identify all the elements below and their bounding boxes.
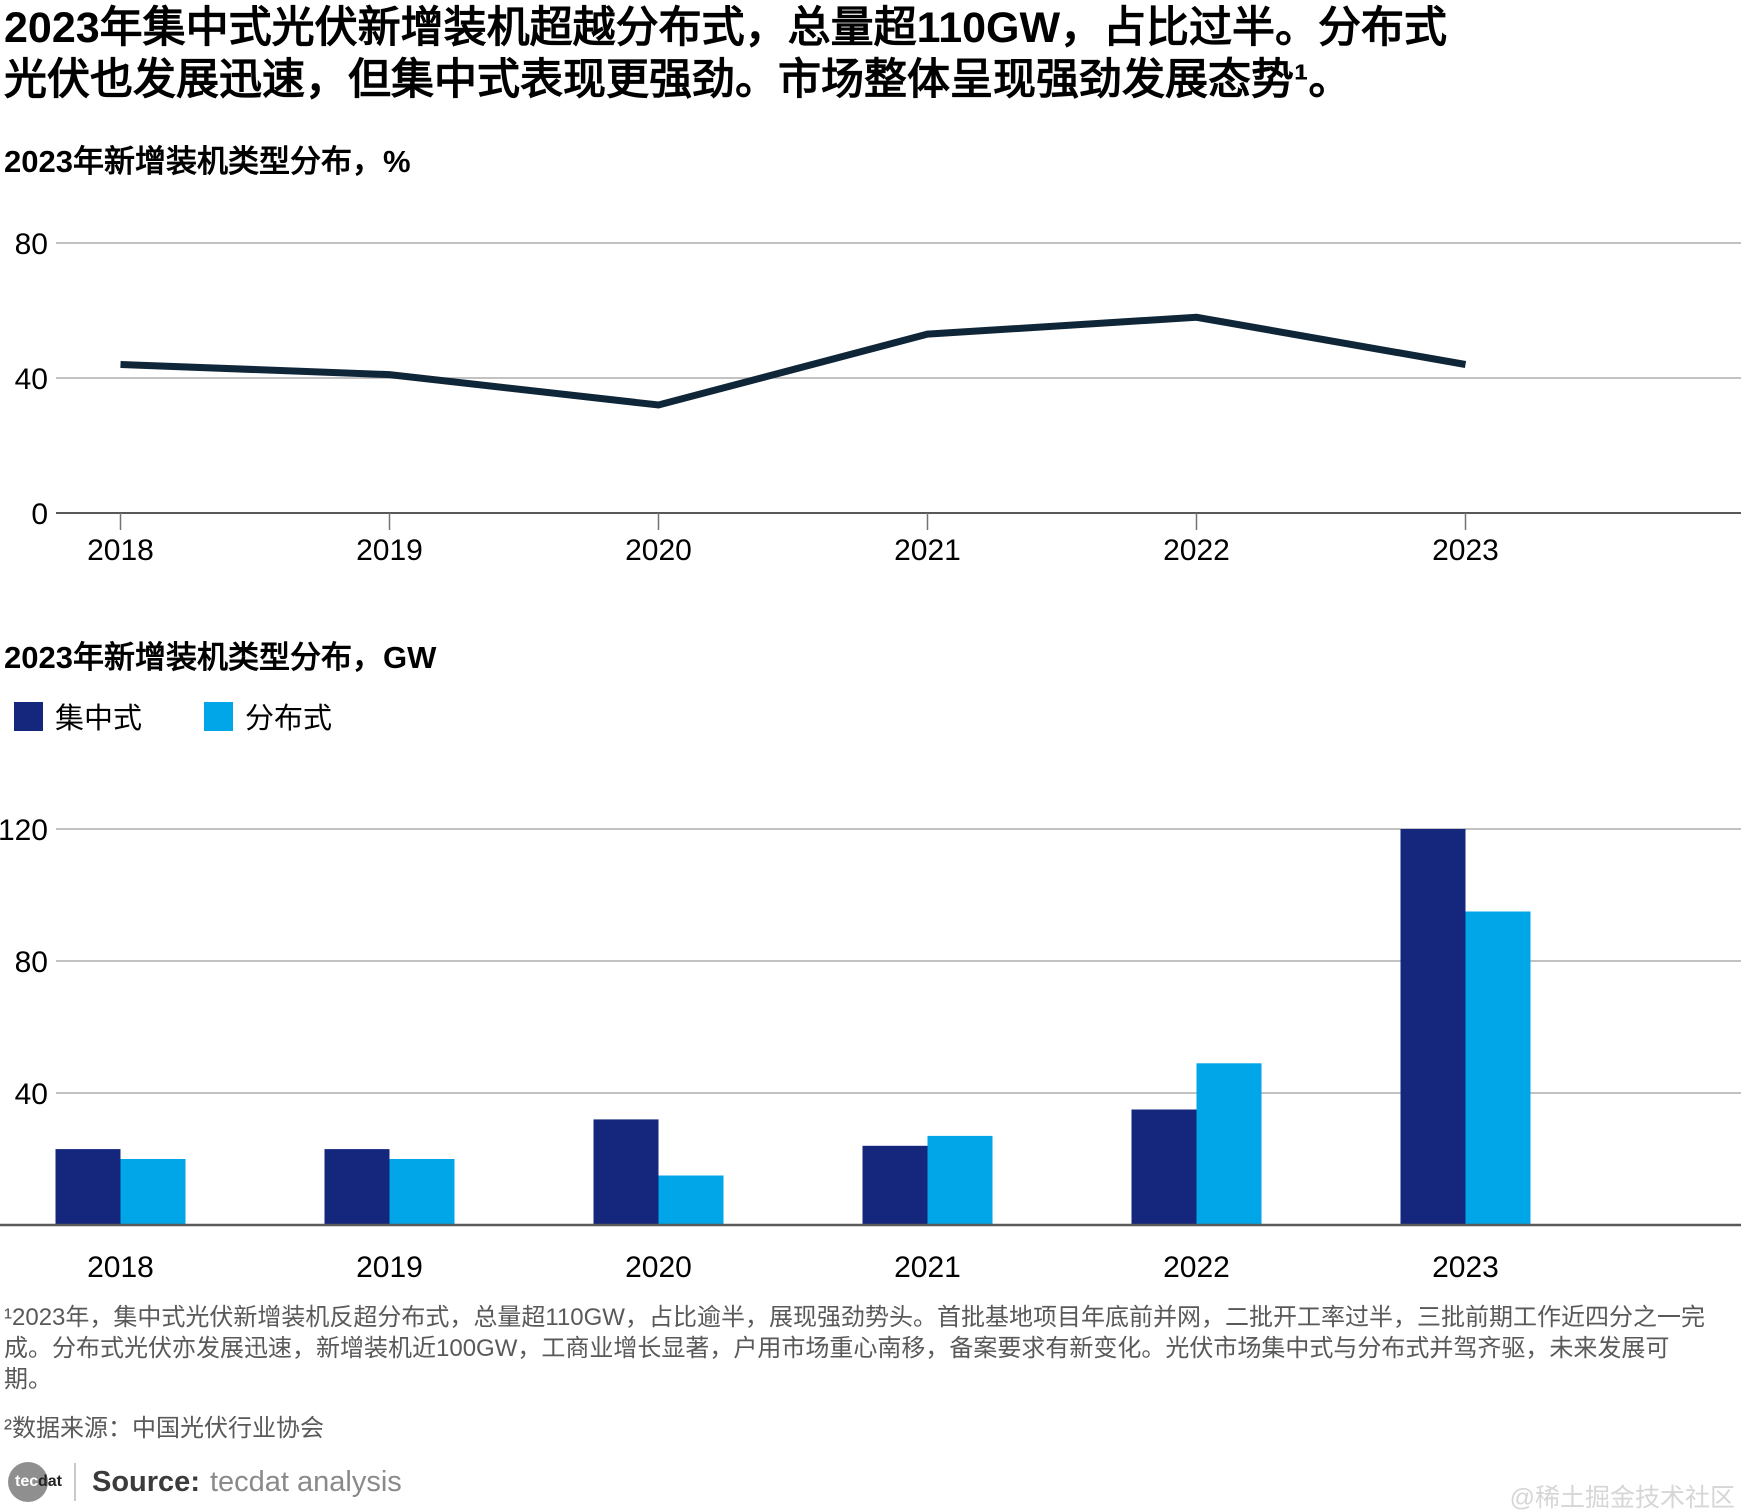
footnote-2: ²数据来源：中国光伏行业协会 [4,1415,324,1442]
line-chart-kicker: 2023年新增装机类型分布，% [4,144,411,179]
bar-chart: 40 80 120 2018 2019 2020 2021 2022 2023 [0,788,1741,1298]
bar-centralized-2021 [862,1145,928,1225]
bar-distributed-2022 [1196,1063,1262,1225]
legend-label-centralized: 集中式 [55,703,143,735]
legend-swatch-distributed [204,701,234,731]
source-text: tecdat analysis [209,1465,402,1498]
x-tick-label: 2022 [1163,534,1230,567]
bar-centralized-2018 [55,1149,121,1225]
x-tick-label: 2019 [356,534,423,567]
bar-centralized-2022 [1131,1109,1197,1225]
y-tick-label: 80 [15,228,48,261]
bar-chart-svg: 40 80 120 2018 2019 2020 2021 2022 2023 [0,814,1741,1284]
y-tick-label: 40 [15,363,48,396]
source-separator [74,1463,76,1501]
legend-label-distributed: 分布式 [245,703,333,735]
source-label: Source: [92,1465,200,1498]
bar-distributed-2019 [389,1159,455,1225]
y-tick-label: 80 [15,946,48,979]
x-tick-label: 2020 [625,534,692,567]
bar-distributed-2018 [120,1159,186,1225]
tecdat-logo-circle [8,1462,48,1502]
bar-centralized-2019 [324,1149,390,1225]
bar-distributed-2021 [927,1135,993,1225]
bar-centralized-2020 [593,1119,659,1225]
x-tick-label: 2021 [894,534,961,567]
bar-chart-legend: 集中式 分布式 [14,695,394,737]
tecdat-logo-dat-text: dat [38,1473,62,1490]
x-tick-label: 2021 [894,1251,961,1284]
legend-swatch-centralized [14,701,43,731]
x-tick-label: 2023 [1432,1251,1499,1284]
page-title: 2023年集中式光伏新增装机超越分布式，总量超110GW，占比过半。分布式光伏也… [4,4,1448,104]
y-tick-label: 40 [15,1078,48,1111]
x-tick-label: 2018 [87,1251,154,1284]
tecdat-logo-tec-text: tec [15,1473,39,1490]
line-chart: 0 40 80 2018 2019 2020 2021 2022 2023 [0,198,1741,578]
watermark: @稀土掘金技术社区 [1509,1484,1735,1511]
bar-centralized-2023 [1400,829,1466,1225]
bar-chart-kicker: 2023年新增装机类型分布，GW [4,640,437,675]
x-tick-label: 2019 [356,1251,423,1284]
y-tick-label: 120 [0,814,48,847]
x-tick-label: 2023 [1432,534,1499,567]
bar-distributed-2020 [658,1175,724,1225]
y-tick-label: 0 [31,498,48,531]
line-chart-svg: 0 40 80 2018 2019 2020 2021 2022 2023 [15,228,1741,567]
bar-distributed-2023 [1465,911,1531,1225]
distributed-share-trend-line [120,313,1467,409]
source-row: tec dat Source: tecdat analysis [8,1460,402,1504]
tecdat-logo: tec dat [8,1461,66,1503]
footnote-1: ¹2023年，集中式光伏新增装机反超分布式，总量超110GW，占比逾半，展现强劲… [4,1304,1705,1393]
x-tick-label: 2022 [1163,1251,1230,1284]
x-tick-label: 2018 [87,534,154,567]
x-tick-label: 2020 [625,1251,692,1284]
